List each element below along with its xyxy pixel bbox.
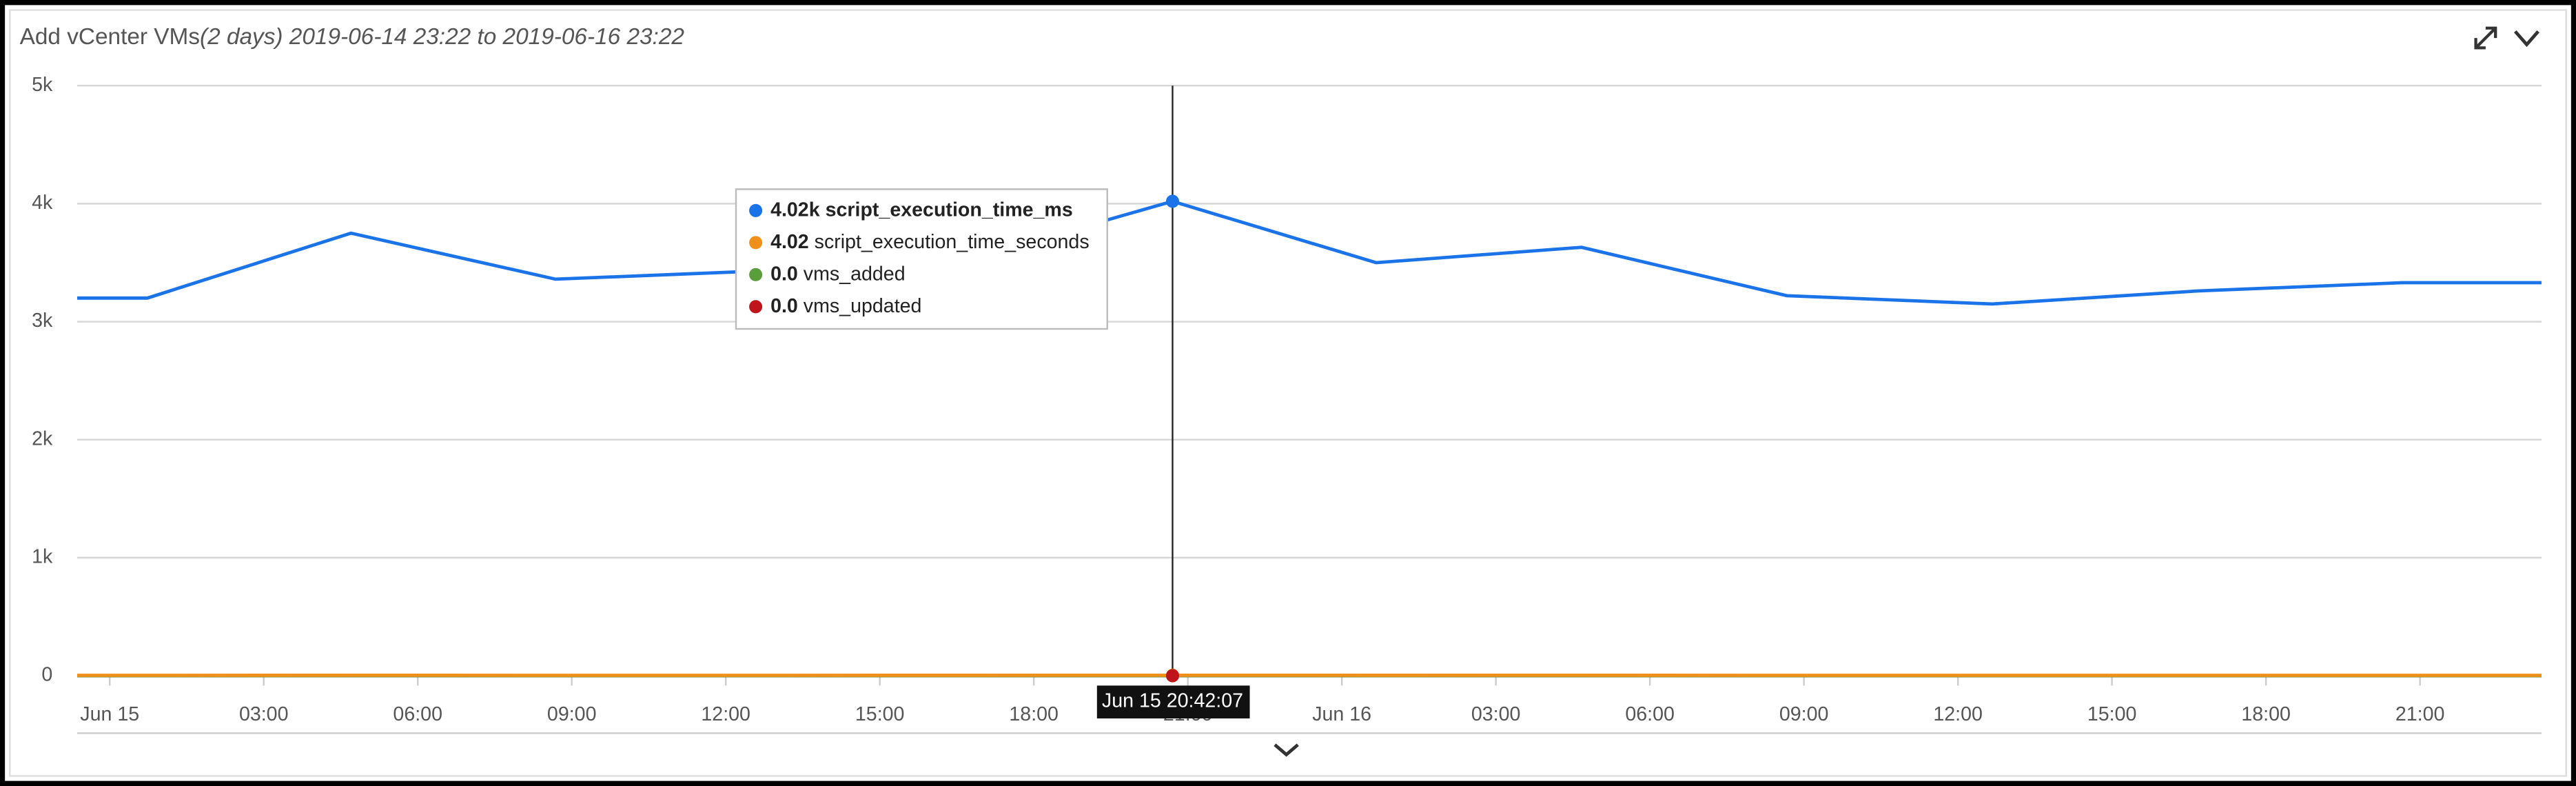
title-main: Add vCenter VMs	[20, 24, 200, 50]
x-tick-label: Jun 15	[80, 703, 139, 725]
tooltip-series-name: vms_updated	[804, 294, 922, 316]
tooltip-gap	[798, 263, 804, 285]
x-tick-label: 09:00	[1779, 703, 1829, 725]
tooltip-layer: 4.02k script_execution_time_ms 4.02 scrip…	[735, 85, 1250, 719]
tooltip-value: 0.0	[770, 263, 798, 285]
tooltip-point	[1165, 669, 1180, 683]
tooltip-dot	[749, 203, 763, 217]
tooltip-gap	[809, 230, 815, 252]
tooltip-value: 4.02	[770, 230, 809, 252]
tooltip-series-name: vms_added	[804, 263, 906, 285]
x-tick-label: 18:00	[1009, 703, 1059, 725]
x-tick-label: 12:00	[1933, 703, 1983, 725]
expand-glyph	[2474, 26, 2497, 50]
x-tick-label: 18:00	[2241, 703, 2291, 725]
y-tick-label: 5k	[32, 74, 53, 96]
tooltip-value: 0.0	[770, 294, 798, 316]
y-tick-label: 2k	[32, 427, 53, 450]
tooltip-dot	[749, 236, 763, 250]
x-tick-label: 06:00	[393, 703, 442, 725]
chart-title: Add vCenter VMs(2 days) 2019-06-14 23:22…	[20, 24, 685, 50]
x-tick-label: Jun 16	[1312, 703, 1371, 725]
title-range: (2 days) 2019-06-14 23:22 to 2019-06-16 …	[200, 24, 684, 50]
time-label-box	[1096, 685, 1250, 719]
expand-footer-icon[interactable]	[1274, 743, 1299, 757]
tooltip-gap	[820, 199, 826, 221]
plot-area: 0 1k 2k 3k 4k 5k Jun 15 03:00 06:00 09:00 12:00 15:…	[32, 74, 2542, 725]
tooltip-series-name: script_execution_time_seconds	[815, 230, 1090, 252]
x-tick-label: 12:00	[701, 703, 750, 725]
y-tick-label: 0	[41, 664, 52, 686]
tooltip-gap	[798, 294, 804, 316]
tooltip-item: 4.02k script_execution_time_ms	[770, 199, 1073, 221]
expand-icon[interactable]	[2474, 26, 2497, 50]
x-tick-label: 21:00	[2395, 703, 2445, 725]
panel-border	[9, 9, 2567, 777]
tooltip-item: 0.0 vms_added	[770, 263, 906, 285]
x-tick-label: 03:00	[239, 703, 289, 725]
y-tick-label: 1k	[32, 545, 53, 567]
panel-background	[5, 5, 2571, 781]
x-tick-label: 15:00	[2087, 703, 2137, 725]
tooltip-dot	[749, 300, 763, 314]
tooltip-dot	[749, 268, 763, 281]
collapse-icon[interactable]	[2514, 30, 2539, 48]
x-tick-label: 03:00	[1471, 703, 1521, 725]
time-label: Jun 15 20:42:07	[1102, 690, 1243, 712]
x-tick-label: 15:00	[855, 703, 905, 725]
series-line	[77, 199, 2542, 306]
x-tick-label: 06:00	[1625, 703, 1675, 725]
x-tick-label: 09:00	[547, 703, 597, 725]
tooltip-point	[1165, 194, 1180, 208]
y-tick-label: 4k	[32, 192, 53, 214]
tooltip-series-name: script_execution_time_ms	[826, 199, 1073, 221]
tooltip-value: 4.02k	[770, 199, 820, 221]
tooltip-item: 4.02 script_execution_time_seconds	[770, 230, 1090, 252]
tooltip-item: 0.0 vms_updated	[770, 294, 921, 316]
tooltip-box	[735, 188, 1108, 330]
y-tick-label: 3k	[32, 310, 53, 332]
